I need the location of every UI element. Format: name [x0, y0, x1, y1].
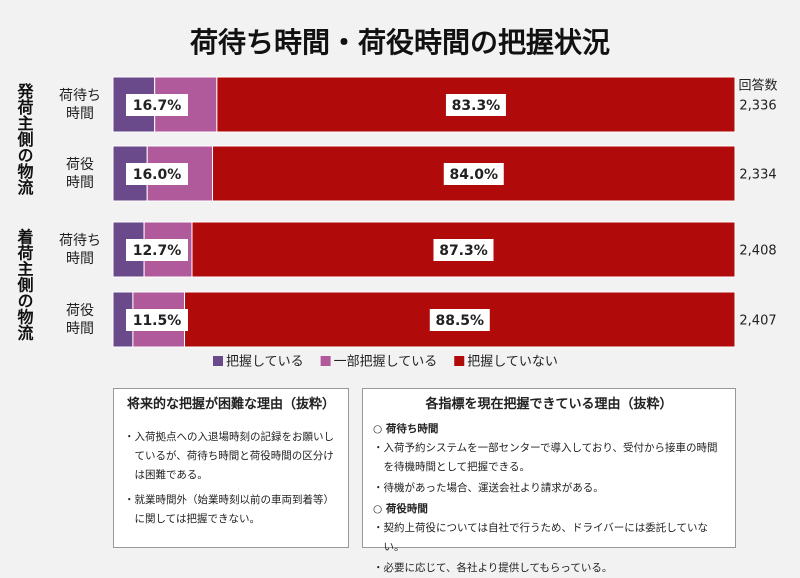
label-bg — [126, 163, 188, 185]
response-count: 2,334 — [739, 168, 776, 183]
value-label: 16.7% — [133, 98, 182, 114]
note-heading: ○ 荷待ち時間 — [373, 423, 439, 435]
note-item: ・契約上荷役については自社で行うため、ドライバーには委託していない。 — [373, 522, 708, 553]
responses-header: 回答数 — [738, 78, 777, 94]
value-label: 87.3% — [439, 243, 488, 259]
note-item: ・待機があった場合、運送会社より請求がある。 — [373, 482, 604, 494]
bar-segment — [184, 291, 736, 348]
legend-swatch — [320, 356, 331, 366]
value-label: 12.7% — [133, 243, 182, 259]
legend-swatch — [454, 356, 465, 366]
group-label: 発荷主側の物流 — [15, 82, 35, 196]
category-label: 荷役 時間 — [66, 303, 94, 337]
label-bg — [126, 94, 188, 116]
note-box: 将来的な把握が困難な理由（抜粋） ・入荷拠点への入退場時刻の記録をお願いしているが… — [113, 388, 349, 548]
note-title: 将来的な把握が困難な理由（抜粋） — [126, 397, 335, 412]
response-count: 2,336 — [739, 99, 776, 114]
category-label: 荷待ち 時間 — [59, 233, 101, 267]
legend-label: 把握している — [226, 355, 304, 370]
note-title: 各指標を現在把握できている理由（抜粋） — [425, 397, 673, 412]
response-count: 2,407 — [739, 314, 776, 329]
label-bg — [126, 309, 188, 331]
value-label: 84.0% — [449, 167, 498, 183]
label-bg — [126, 239, 188, 261]
category-label: 荷役 時間 — [66, 157, 94, 191]
chart-title: 荷待ち時間・荷役時間の把握状況 — [190, 26, 610, 59]
response-count: 2,408 — [739, 244, 776, 259]
label-bg — [429, 309, 490, 331]
note-item: ・入荷予約システムを一部センターで導入しており、受付から接車の時間を待機時間とし… — [373, 442, 718, 473]
note-box: 各指標を現在把握できている理由（抜粋） ○ 荷待ち時間・入荷予約システムを一部セン… — [362, 388, 736, 574]
label-bg — [445, 94, 506, 116]
category-label: 荷待ち 時間 — [59, 88, 101, 122]
note-heading: ○ 荷役時間 — [373, 503, 428, 515]
value-label: 88.5% — [435, 313, 484, 329]
chart: 荷待ち時間・荷役時間の把握状況 回答数 83.3% 16.7% 2,336 84.0%… — [15, 26, 778, 370]
legend-label: 把握していない — [467, 355, 558, 370]
label-bg — [443, 163, 504, 185]
note-item: ・就業時間外（始業時刻以前の車両到着等）に関しては把握できない。 — [124, 494, 334, 525]
value-label: 83.3% — [452, 98, 501, 114]
legend-label: 一部把握している — [334, 355, 438, 370]
group-label: 着荷主側の物流 — [15, 228, 35, 342]
legend-swatch — [213, 356, 223, 366]
label-bg — [433, 239, 494, 261]
value-label: 11.5% — [133, 313, 182, 329]
value-label: 16.0% — [133, 167, 182, 183]
note-item: ・入荷拠点への入退場時刻の記録をお願いしているが、荷待ち時間と荷役時間の区分けは… — [124, 431, 334, 481]
